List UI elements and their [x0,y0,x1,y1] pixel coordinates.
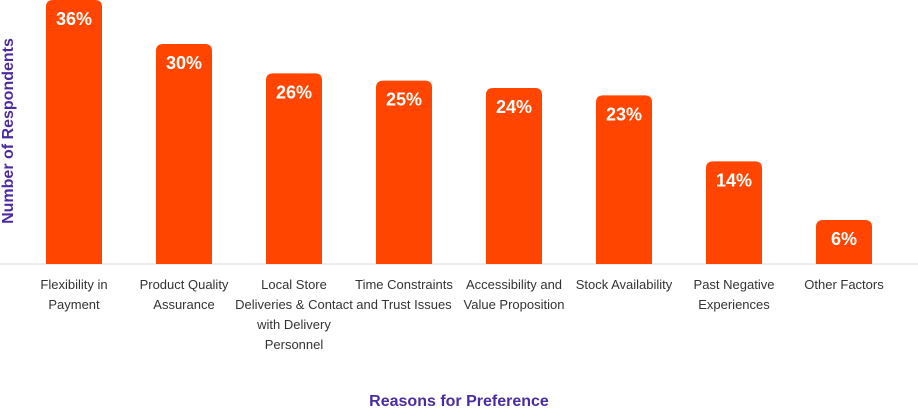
bar-value-label: 26% [276,82,312,102]
bar [816,220,872,264]
bar [706,161,762,264]
bar [486,88,542,264]
bar [596,95,652,264]
y-axis-title: Number of Respondents [0,38,17,224]
bar [266,73,322,264]
bar [46,0,102,264]
bar-value-label: 6% [831,229,857,249]
category-label: Stock Availability [575,277,673,292]
x-axis-title: Reasons for Preference [369,393,549,410]
category-label: Accessibility and Value Proposition [463,277,565,312]
category-label: Other Factors [804,277,884,292]
bar-value-label: 14% [716,170,752,190]
bar [376,80,432,265]
bar-value-label: 23% [606,104,642,124]
category-label: Flexibility in Payment [40,277,108,312]
category-label: Product Quality Assurance [139,277,229,312]
bar-value-label: 24% [496,97,532,117]
bar-value-label: 25% [386,90,422,110]
bar-value-label: 36% [56,9,92,29]
bar-value-label: 30% [166,53,202,73]
category-label: Local Store Deliveries & Contact with De… [235,277,353,352]
bar [156,44,212,264]
category-label: Time Constraints and Trust Issues [355,277,453,312]
category-label: Past Negative Experiences [693,277,775,312]
